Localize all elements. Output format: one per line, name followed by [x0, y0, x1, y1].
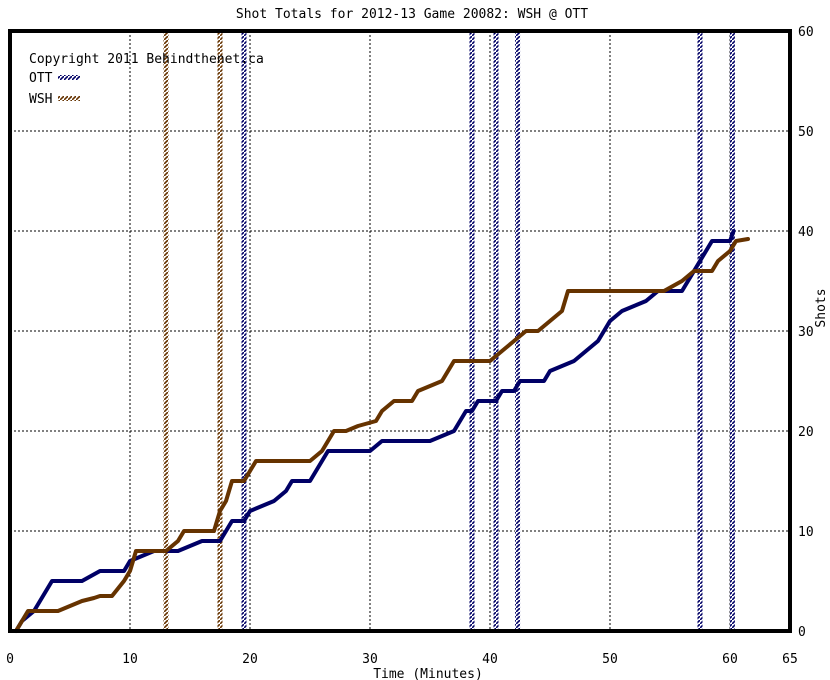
plot-frame [8, 29, 792, 633]
y-axis-ticks: 0 10 20 30 40 50 60 [798, 25, 814, 640]
x-tick-label: 0 [6, 652, 14, 667]
legend-label-ott: OTT [29, 71, 53, 86]
ott-event-marker [241, 31, 247, 631]
legend: OTT WSH [29, 71, 80, 107]
x-tick-label: 20 [242, 652, 258, 667]
chart-title: Shot Totals for 2012-13 Game 20082: WSH … [236, 7, 588, 22]
legend-swatch-wsh [58, 96, 80, 101]
x-tick-label: 60 [722, 652, 738, 667]
legend-swatch-ott [58, 75, 80, 80]
y-tick-label: 10 [798, 525, 814, 540]
x-axis-label: Time (Minutes) [373, 667, 483, 680]
wsh-series-line [14, 237, 750, 633]
ott-series-line [8, 229, 736, 633]
x-tick-label: 65 [782, 652, 798, 667]
y-axis-label: Shots [814, 288, 829, 327]
series-lines [8, 229, 750, 633]
copyright-text: Copyright 2011 Behindthenet.ca [29, 52, 264, 67]
ott-event-marker [697, 31, 703, 631]
y-tick-label: 20 [798, 425, 814, 440]
x-tick-label: 10 [122, 652, 138, 667]
y-tick-label: 60 [798, 25, 814, 40]
x-tick-label: 50 [602, 652, 618, 667]
x-tick-label: 30 [362, 652, 378, 667]
ott-event-marker [515, 31, 521, 631]
ott-event-marker [729, 31, 735, 631]
event-markers [163, 31, 735, 631]
ott-event-marker [493, 31, 499, 631]
y-tick-label: 0 [798, 625, 806, 640]
legend-label-wsh: WSH [29, 92, 52, 107]
wsh-event-marker [217, 31, 223, 631]
y-tick-label: 30 [798, 325, 814, 340]
ott-event-marker [469, 31, 475, 631]
x-tick-label: 40 [482, 652, 498, 667]
y-tick-label: 50 [798, 125, 814, 140]
wsh-event-marker [163, 31, 169, 631]
x-axis-ticks: 0 10 20 30 40 50 60 65 [6, 652, 798, 667]
y-tick-label: 40 [798, 225, 814, 240]
